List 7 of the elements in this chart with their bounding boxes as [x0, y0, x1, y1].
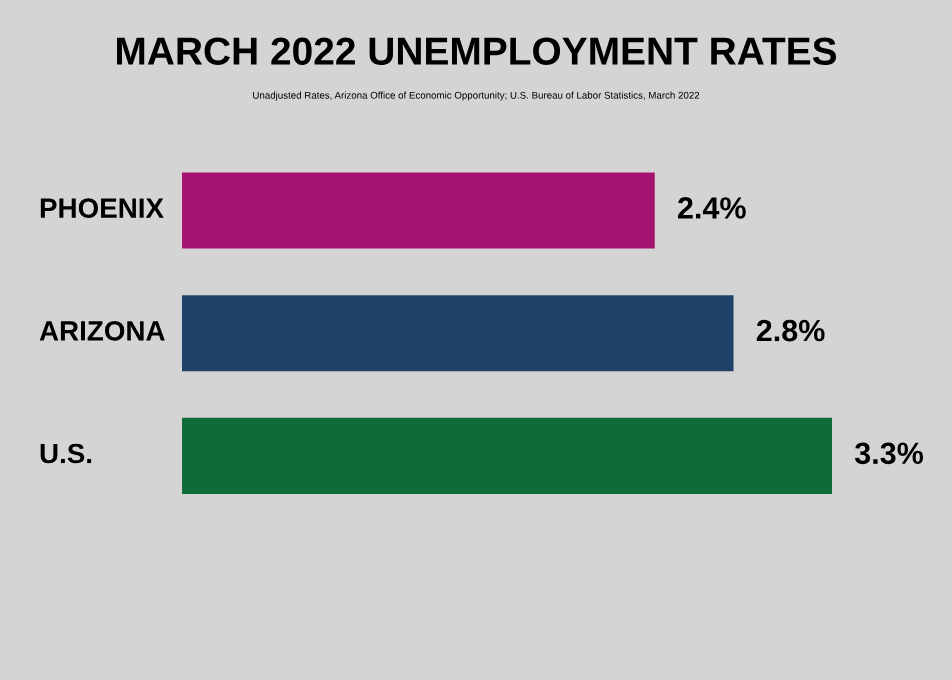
- chart-title: MARCH 2022 UNEMPLOYMENT RATES: [117, 37, 837, 65]
- y-tick-label: ARIZONA: [39, 320, 165, 341]
- data-label: 3.3%: [854, 442, 924, 465]
- y-tick-label: PHOENIX: [40, 198, 164, 218]
- data-label: 2.8%: [756, 319, 825, 342]
- data-label: 2.4%: [678, 197, 746, 219]
- y-tick-label: U.S.: [40, 443, 92, 464]
